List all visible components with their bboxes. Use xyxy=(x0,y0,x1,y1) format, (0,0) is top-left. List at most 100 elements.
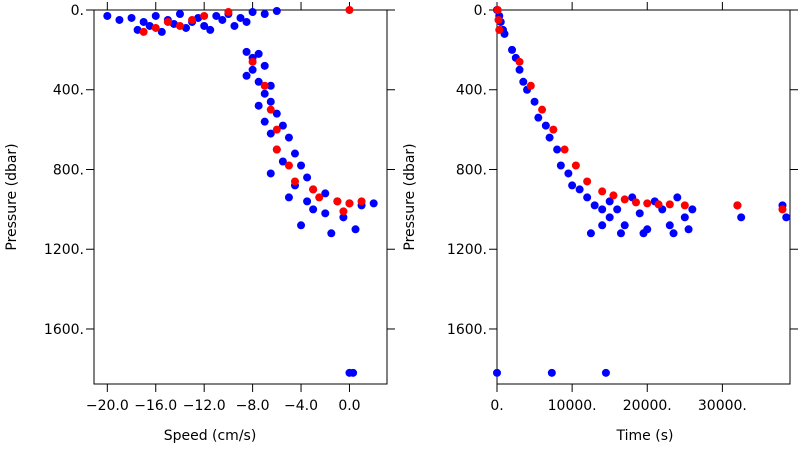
scatter-point xyxy=(266,97,275,106)
x-tick-label: −16.0 xyxy=(134,398,177,414)
y-tick-label: 0. xyxy=(71,3,84,19)
scatter-point xyxy=(175,9,184,18)
scatter-point xyxy=(515,57,524,66)
scatter-point xyxy=(620,195,629,204)
scatter-point xyxy=(115,15,124,24)
y-tick-label: 0. xyxy=(474,3,487,19)
scatter-point xyxy=(782,213,791,222)
scatter-point xyxy=(665,221,674,230)
scatter-point xyxy=(272,109,281,118)
scatter-point xyxy=(266,169,275,178)
scatter-point xyxy=(200,11,209,20)
scatter-point xyxy=(620,221,629,230)
scatter-point xyxy=(242,17,251,26)
scatter-point xyxy=(598,205,607,214)
y-tick-label: 400. xyxy=(53,83,84,99)
y-tick-label: 400. xyxy=(456,83,487,99)
scatter-point xyxy=(733,201,742,210)
scatter-point xyxy=(284,133,293,142)
scatter-point xyxy=(547,368,556,377)
scatter-point xyxy=(230,21,239,30)
scatter-point xyxy=(309,185,318,194)
scatter-point xyxy=(549,125,558,134)
scatter-point xyxy=(182,23,191,32)
y-tick-label: 800. xyxy=(456,162,487,178)
scatter-point xyxy=(665,200,674,209)
y-axis-label: Pressure (dbar) xyxy=(4,143,20,250)
scatter-point xyxy=(260,81,269,90)
scatter-point xyxy=(266,129,275,138)
scatter-point xyxy=(541,121,550,130)
scatter-point xyxy=(601,368,610,377)
scatter-point xyxy=(598,221,607,230)
scatter-point xyxy=(494,15,503,24)
x-axis-label: Time (s) xyxy=(616,428,674,444)
scatter-point xyxy=(515,65,524,74)
scatter-point xyxy=(519,77,528,86)
scatter-point xyxy=(266,105,275,114)
scatter-point xyxy=(339,207,348,216)
scatter-point xyxy=(538,105,547,114)
y-tick-label: 1200. xyxy=(447,242,487,258)
scatter-point xyxy=(327,229,336,238)
scatter-point xyxy=(145,21,154,30)
scatter-point xyxy=(133,25,142,34)
scatter-point xyxy=(598,187,607,196)
scatter-point xyxy=(242,71,251,80)
scatter-point xyxy=(349,368,358,377)
scatter-point xyxy=(493,368,501,377)
plot-frame xyxy=(496,9,791,385)
scatter-point xyxy=(737,213,746,222)
x-tick-label: 0. xyxy=(490,398,503,414)
scatter-point xyxy=(556,161,565,170)
y-tick-label: 1600. xyxy=(44,322,84,338)
scatter-point xyxy=(345,6,354,14)
scatter-point xyxy=(351,225,360,234)
scatter-point xyxy=(609,191,618,200)
scatter-point xyxy=(248,7,257,16)
scatter-point xyxy=(272,125,281,134)
scatter-point xyxy=(248,57,257,66)
x-tick-label: −20.0 xyxy=(86,398,129,414)
scatter-point xyxy=(284,161,293,170)
scatter-point xyxy=(254,101,263,110)
scatter-point xyxy=(508,45,517,54)
scatter-point xyxy=(583,193,592,202)
scatter-point xyxy=(260,117,269,126)
scatter-point xyxy=(369,199,378,208)
scatter-point xyxy=(639,229,648,238)
scatter-point xyxy=(266,81,275,90)
scatter-point xyxy=(303,173,312,182)
scatter-point xyxy=(248,65,257,74)
scatter-point xyxy=(357,197,366,206)
x-axis-label: Speed (cm/s) xyxy=(164,428,257,444)
scatter-point xyxy=(103,11,112,20)
scatter-point xyxy=(163,17,172,26)
scatter-point xyxy=(575,185,584,194)
plot-frame xyxy=(93,9,388,385)
scatter-point xyxy=(564,169,573,178)
y-axis-label: Pressure (dbar) xyxy=(402,143,418,250)
x-tick-label: −8.0 xyxy=(236,398,270,414)
scatter-point xyxy=(272,6,281,15)
scatter-point xyxy=(605,197,614,206)
scatter-point xyxy=(242,47,251,56)
scatter-point xyxy=(127,13,136,22)
scatter-point xyxy=(151,23,160,32)
x-tick-label: −4.0 xyxy=(284,398,318,414)
scatter-point xyxy=(278,121,287,130)
scatter-point xyxy=(206,25,215,34)
scatter-point xyxy=(613,205,622,214)
scatter-point xyxy=(188,15,197,24)
scatter-point xyxy=(169,19,178,28)
scatter-point xyxy=(345,199,354,208)
scatter-point xyxy=(568,181,577,190)
scatter-point xyxy=(688,205,697,214)
scatter-point xyxy=(545,133,554,142)
scatter-point xyxy=(260,9,269,18)
scatter-point xyxy=(278,157,287,166)
scatter-point xyxy=(151,11,160,20)
scatter-point xyxy=(493,6,502,14)
scatter-point xyxy=(669,229,678,238)
